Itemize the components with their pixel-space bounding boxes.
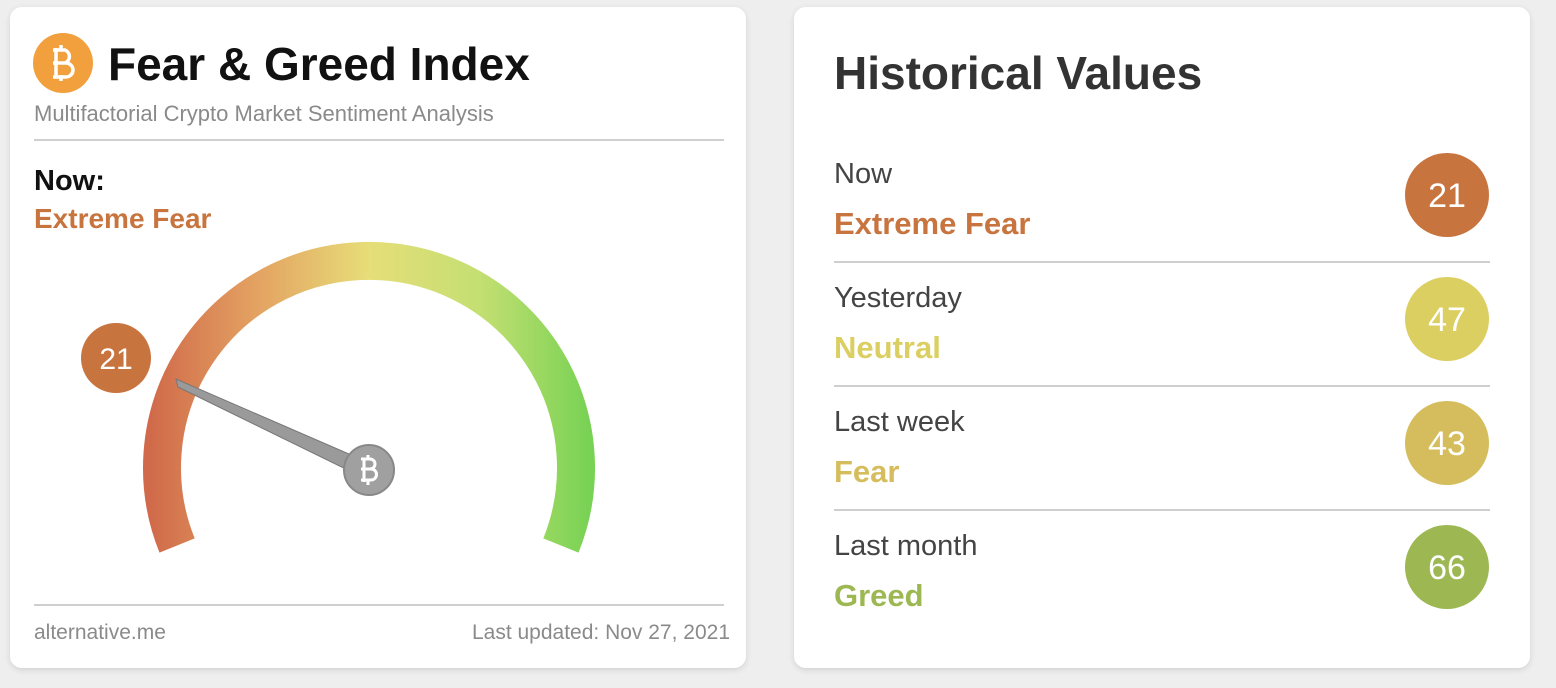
value: 21: [1428, 177, 1466, 215]
value: 47: [1428, 301, 1466, 339]
value: 43: [1428, 425, 1466, 463]
classification: Greed: [834, 578, 924, 613]
now-value: 21: [99, 343, 132, 376]
now-badge: [81, 323, 151, 393]
value-badge: [1405, 525, 1489, 609]
title: Fear & Greed Index: [108, 38, 530, 90]
history-list: Now Extreme Fear 21 Yesterday Neutral 47 Last …: [834, 153, 1490, 613]
period: Last week: [834, 406, 965, 438]
value: 66: [1428, 549, 1466, 587]
classification: Neutral: [834, 330, 941, 365]
gauge-arc: [143, 241, 595, 553]
value-badge: [1405, 401, 1489, 485]
logo-glyph: [53, 45, 75, 81]
source: alternative.me: [34, 621, 166, 644]
period: Now: [834, 158, 893, 190]
classification: Extreme Fear: [834, 206, 1030, 241]
value-badge: [1405, 153, 1489, 237]
value-badge: [1405, 277, 1489, 361]
last-updated: Last updated: Nov 27, 2021: [472, 621, 730, 644]
period: Last month: [834, 530, 977, 562]
now-classification: Extreme Fear: [34, 203, 212, 234]
hub-glyph: [361, 455, 378, 485]
period: Yesterday: [834, 282, 962, 314]
subtitle: Multifactorial Crypto Market Sentiment A…: [34, 101, 494, 126]
history-title: Historical Values: [834, 47, 1202, 99]
history-card: [794, 7, 1530, 668]
classification: Fear: [834, 454, 899, 489]
now-label: Now:: [34, 165, 105, 197]
